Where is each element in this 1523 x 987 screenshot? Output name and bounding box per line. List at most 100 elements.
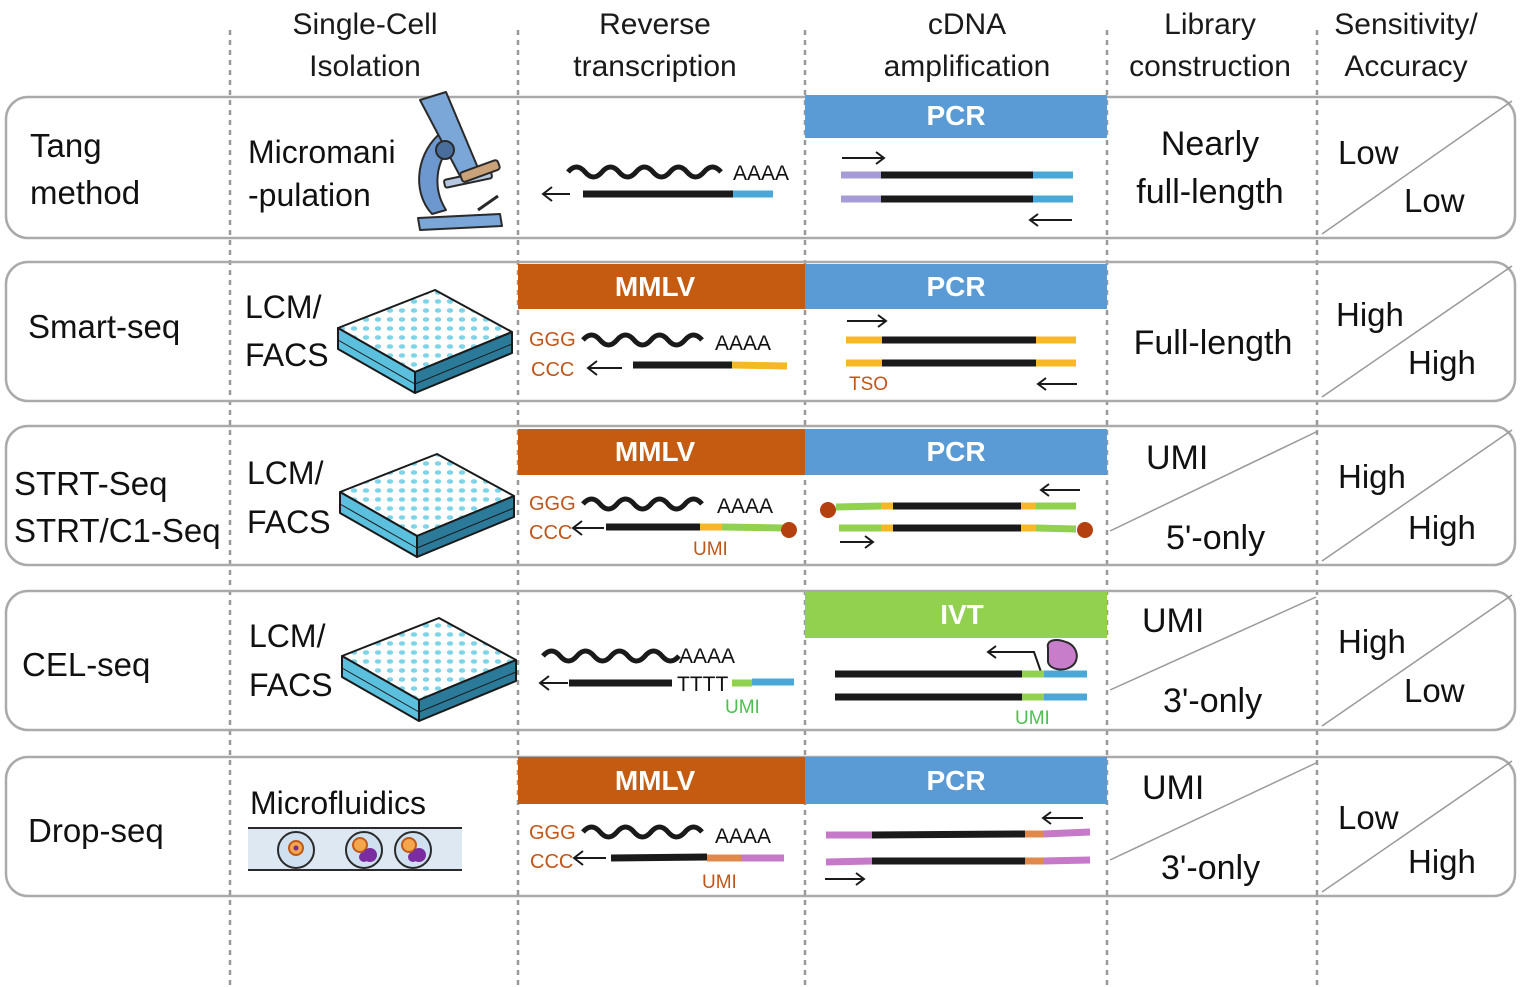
library-label: Nearly bbox=[1161, 125, 1259, 163]
mrna-strand bbox=[581, 332, 704, 348]
rt-band bbox=[518, 429, 805, 475]
droplet-icon bbox=[345, 831, 383, 869]
method-name: STRT/C1-Seq bbox=[14, 512, 221, 549]
amp-band-label: PCR bbox=[926, 100, 985, 131]
bead-icon bbox=[820, 502, 836, 518]
barcode-segment bbox=[835, 502, 882, 511]
ccc-label: CCC bbox=[529, 522, 572, 544]
diag-sens-3 bbox=[1321, 429, 1513, 562]
library-umi-label: UMI bbox=[1142, 769, 1204, 807]
method-name: CEL-seq bbox=[22, 646, 150, 683]
cdna-strand bbox=[610, 853, 708, 862]
amp-band-label: PCR bbox=[926, 436, 985, 467]
isolation-label: LCM/ bbox=[247, 455, 324, 491]
amp-band-label: PCR bbox=[926, 271, 985, 302]
isolation-label: LCM/ bbox=[245, 289, 322, 325]
accuracy-value: High bbox=[1408, 843, 1476, 880]
sensitivity-value: High bbox=[1338, 623, 1406, 660]
ccc-label: CCC bbox=[530, 851, 573, 873]
amp-band bbox=[805, 592, 1107, 638]
row-box-tang bbox=[4, 95, 1517, 240]
barcode-segment bbox=[1042, 828, 1091, 838]
sensitivity-value: Low bbox=[1338, 799, 1399, 836]
rt-band-label: MMLV bbox=[615, 271, 696, 302]
library-label: Full-length bbox=[1134, 324, 1293, 362]
isolation-label: LCM/ bbox=[249, 618, 326, 654]
polya-label: AAAA bbox=[715, 825, 771, 848]
arrow-left-icon bbox=[572, 850, 606, 866]
header-amp-1: cDNA bbox=[928, 8, 1006, 41]
barcode-segment bbox=[721, 523, 786, 532]
umi-label: UMI bbox=[1015, 708, 1050, 729]
ggg-label: GGG bbox=[529, 493, 576, 515]
sensitivity-value: High bbox=[1338, 458, 1406, 495]
accuracy-value: Low bbox=[1404, 672, 1465, 709]
barcode-segment bbox=[1042, 856, 1091, 865]
arrow-right-icon bbox=[840, 535, 875, 549]
isolation-label: Microfluidics bbox=[250, 785, 426, 821]
barcode-segment bbox=[825, 857, 873, 866]
header-isolation-2: Isolation bbox=[309, 50, 421, 83]
diag-sens-2 bbox=[1321, 265, 1513, 398]
header-amp-2: amplification bbox=[884, 50, 1051, 83]
row-box-strt bbox=[4, 424, 1517, 567]
diag-lib-4 bbox=[1109, 596, 1317, 691]
amp-band bbox=[805, 95, 1107, 138]
arrow-left-icon bbox=[1041, 811, 1083, 825]
amp-band bbox=[805, 429, 1107, 475]
arrow-left-icon bbox=[586, 360, 622, 376]
row-box-smart bbox=[4, 260, 1517, 403]
method-name: Drop-seq bbox=[28, 812, 164, 849]
amp-band-label: IVT bbox=[940, 599, 984, 630]
sensitivity-value: Low bbox=[1338, 134, 1399, 171]
arrow-left-icon bbox=[1039, 483, 1080, 497]
row-strt-seq: STRT-Seq STRT/C1-Seq LCM/ FACS MMLV GGG … bbox=[14, 429, 1476, 560]
amp-band bbox=[805, 757, 1107, 804]
umi-label: UMI bbox=[725, 697, 760, 718]
row-drop-seq: Drop-seq Microfluidics bbox=[28, 757, 1476, 893]
polya-label: AAAA bbox=[733, 162, 789, 185]
polyt-label: TTTT bbox=[677, 673, 728, 696]
transcription-arrow-icon bbox=[986, 645, 1042, 673]
diagonals bbox=[1109, 100, 1513, 893]
accuracy-value: Low bbox=[1404, 182, 1465, 219]
header-sens-1: Sensitivity/ bbox=[1334, 8, 1478, 41]
header-rt-2: transcription bbox=[573, 50, 736, 83]
droplet-icon bbox=[277, 831, 315, 869]
library-label: full-length bbox=[1136, 173, 1283, 211]
polya-label: AAAA bbox=[715, 332, 771, 355]
arrow-left-icon bbox=[571, 520, 604, 536]
header-isolation-1: Single-Cell bbox=[292, 8, 437, 41]
method-name: method bbox=[30, 174, 140, 211]
method-name: Tang bbox=[30, 127, 102, 164]
arrow-right-icon bbox=[842, 151, 886, 165]
diag-sens-5 bbox=[1321, 760, 1513, 893]
ggg-label: GGG bbox=[529, 329, 576, 351]
well-plate-icon bbox=[341, 617, 517, 722]
mrna-strand bbox=[566, 164, 723, 180]
polya-label: AAAA bbox=[679, 645, 735, 668]
oligo-dt-segment bbox=[731, 361, 788, 370]
accuracy-value: High bbox=[1408, 509, 1476, 546]
well-plate-icon bbox=[339, 453, 515, 558]
method-name: STRT-Seq bbox=[14, 465, 167, 502]
arrow-left-icon bbox=[538, 675, 568, 691]
diag-sens-4 bbox=[1321, 594, 1513, 727]
library-umi-label: UMI bbox=[1146, 439, 1208, 477]
header-sens-2: Accuracy bbox=[1344, 50, 1467, 83]
row-smart-seq: Smart-seq LCM/ FACS MMLV GGG AAAA CCC PC… bbox=[28, 264, 1476, 395]
library-end-label: 5'-only bbox=[1166, 519, 1265, 557]
umi-label: UMI bbox=[693, 539, 728, 560]
isolation-label: FACS bbox=[245, 337, 329, 373]
library-end-label: 3'-only bbox=[1163, 682, 1262, 720]
header-rt-1: Reverse bbox=[599, 8, 711, 41]
amp-band bbox=[805, 264, 1107, 309]
diag-lib-3 bbox=[1109, 431, 1317, 532]
ggg-label: GGG bbox=[529, 822, 576, 844]
isolation-label: FACS bbox=[249, 667, 333, 703]
method-name: Smart-seq bbox=[28, 308, 180, 345]
isolation-label: -pulation bbox=[248, 177, 371, 213]
cdna-strand bbox=[871, 830, 1026, 839]
library-umi-label: UMI bbox=[1142, 602, 1204, 640]
mrna-strand bbox=[581, 824, 704, 840]
